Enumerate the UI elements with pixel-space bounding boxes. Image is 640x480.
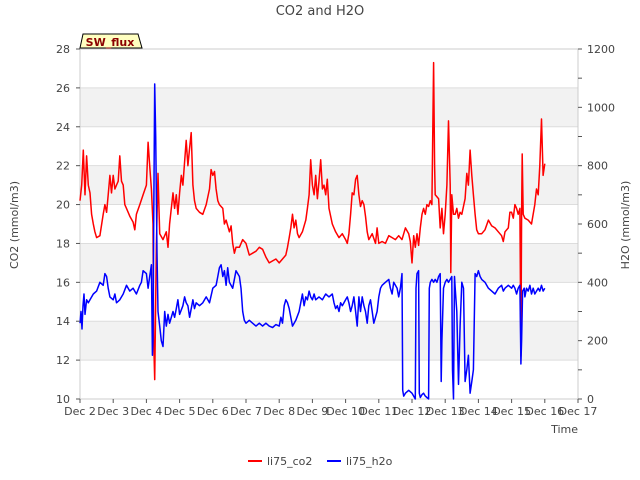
x-tick-label: Dec 9 <box>297 405 329 418</box>
x-axis-label: Time <box>550 423 578 436</box>
y2-tick-label: 800 <box>587 160 608 173</box>
x-tick-label: Dec 6 <box>197 405 229 418</box>
band-16 <box>80 243 578 283</box>
y-axis-left: 10 12 14 16 18 20 22 24 26 28 <box>56 43 80 406</box>
y2-tick-label: 400 <box>587 276 608 289</box>
x-tick-label: Dec 5 <box>164 405 196 418</box>
x-tick-label: Dec 14 <box>459 405 498 418</box>
y-tick-label: 24 <box>56 121 70 134</box>
x-axis: Dec 2 Dec 3 Dec 4 Dec 5 Dec 6 Dec 7 Dec 8 Dec 9… <box>64 399 597 418</box>
y2-tick-label: 1000 <box>587 101 615 114</box>
band-24 <box>80 87 578 127</box>
x-tick-label: Dec 4 <box>131 405 163 418</box>
annotation-box: SW_flux <box>79 33 143 49</box>
x-tick-label: Dec 12 <box>393 405 432 418</box>
legend-label-co2: li75_co2 <box>267 455 312 468</box>
y-tick-label: 18 <box>56 237 70 250</box>
y-axis-right: 0 200 400 600 800 1000 1200 <box>578 43 615 406</box>
x-tick-label: Dec 16 <box>525 405 564 418</box>
x-tick-label: Dec 10 <box>326 405 365 418</box>
y-tick-label: 22 <box>56 160 70 173</box>
series-line-li75_h2o <box>79 83 546 400</box>
x-tick-label: Dec 2 <box>64 405 96 418</box>
x-tick-label: Dec 8 <box>263 405 295 418</box>
y-tick-label: 16 <box>56 276 70 289</box>
annotation-box-bg <box>79 33 143 49</box>
y2-axis-label: H2O (mmol/m3) <box>619 181 632 270</box>
x-tick-label: Dec 7 <box>230 405 262 418</box>
x-tick-label: Dec 15 <box>492 405 531 418</box>
y2-tick-label: 0 <box>587 393 594 406</box>
y2-tick-label: 1200 <box>587 43 615 56</box>
x-tick-label: Dec 11 <box>359 405 398 418</box>
y-tick-label: 10 <box>56 393 70 406</box>
x-tick-label: Dec 17 <box>559 405 598 418</box>
y-tick-label: 12 <box>56 354 70 367</box>
y2-tick-label: 600 <box>587 218 608 231</box>
y-axis-label: CO2 (mmol/m3) <box>8 181 21 269</box>
y-tick-label: 28 <box>56 43 70 56</box>
chart-title: CO2 and H2O <box>276 4 365 19</box>
annotation-label: SW_flux <box>86 36 135 49</box>
y2-tick-label: 200 <box>587 335 608 348</box>
background-bands <box>80 87 578 361</box>
y-tick-label: 20 <box>56 199 70 212</box>
y-tick-label: 14 <box>56 315 70 328</box>
x-tick-label: Dec 3 <box>97 405 129 418</box>
series-lines <box>79 61 546 400</box>
legend-label-h2o: li75_h2o <box>346 455 393 468</box>
x-tick-label: Dec 13 <box>426 405 465 418</box>
legend: li75_co2 li75_h2o <box>248 455 393 468</box>
y-tick-label: 26 <box>56 82 70 95</box>
